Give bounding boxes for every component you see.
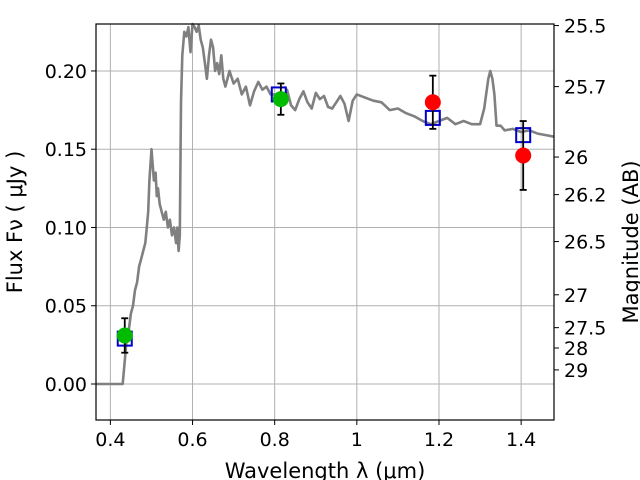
y-tick-label: 0.05 (45, 296, 87, 318)
sed-model-curve (96, 22, 555, 386)
y-axis-label: Flux Fν ( μJy ) (3, 151, 27, 294)
y2-tick-label: 26.2 (564, 185, 606, 207)
y-tick-label: 0.15 (45, 139, 87, 161)
y-tick-label: 0.20 (45, 61, 87, 83)
y2-axis-label: Magnitude (AB) (619, 160, 640, 323)
observed-point (424, 94, 441, 111)
x-axis: 0.4 0.6 0.8 1 1.2 1.4 (95, 420, 536, 451)
y2-tick-label: 25.7 (564, 77, 606, 99)
photometry-markers (116, 74, 532, 354)
y2-tick-label: 28 (564, 338, 588, 360)
y-axis-left: 0.00 0.05 0.10 0.15 0.20 (45, 61, 96, 396)
x-tick-label: 1 (351, 429, 363, 451)
x-tick-label: 0.6 (177, 429, 207, 451)
observed-point (272, 91, 289, 108)
series-line-sed-model (96, 22, 555, 386)
x-tick-label: 0.8 (260, 429, 290, 451)
observed-point (116, 327, 133, 344)
y2-tick-label: 25.5 (564, 16, 606, 38)
grid-lines (96, 24, 554, 420)
x-axis-label: Wavelength λ (μm) (225, 459, 426, 480)
plot-frame (95, 23, 555, 421)
x-tick-label: 1.4 (506, 429, 536, 451)
y-tick-label: 0.10 (45, 217, 87, 239)
y2-tick-label: 26.5 (564, 232, 606, 254)
y2-tick-label: 27 (564, 285, 588, 307)
y2-tick-label: 27.5 (564, 318, 606, 340)
x-tick-label: 0.4 (95, 429, 125, 451)
y-tick-label: 0.00 (45, 374, 87, 396)
x-tick-label: 1.2 (424, 429, 454, 451)
observed-point (515, 147, 532, 164)
y2-tick-label: 29 (564, 360, 588, 382)
y2-tick-label: 26 (564, 147, 588, 169)
